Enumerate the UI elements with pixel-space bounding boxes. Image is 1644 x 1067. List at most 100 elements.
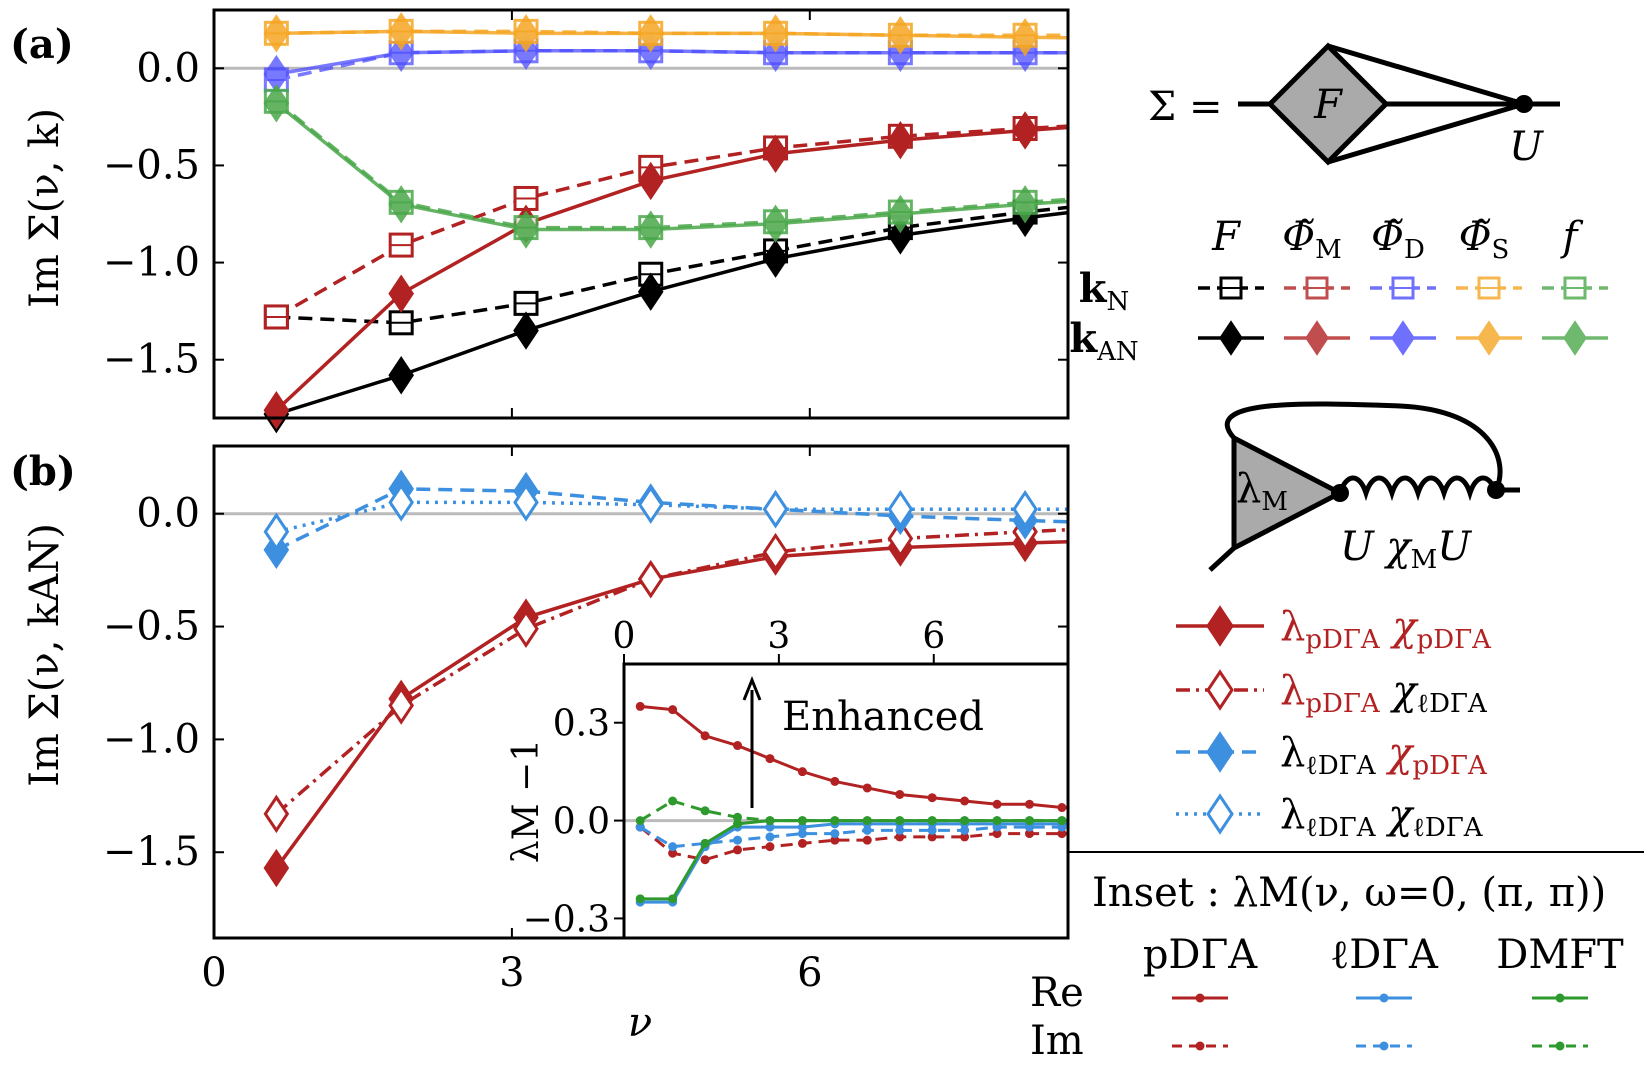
inset-xtick-label: 3	[767, 616, 790, 657]
point-1-2	[513, 609, 539, 649]
point-3-5	[887, 120, 914, 160]
inset-point-5-6	[830, 816, 840, 826]
panel-a-plot: 0.0 −0.5 −1.0 −1.5	[103, 8, 1070, 434]
legend-a-entry-1-3	[1456, 320, 1522, 356]
inset-point-4-0	[635, 894, 645, 904]
series-line-1	[275, 527, 1069, 816]
inset-point-3-9	[927, 825, 937, 835]
inset-point-0-5	[797, 767, 807, 777]
axes-frame	[212, 8, 1070, 420]
inset-legend-dot-1-2	[1555, 1041, 1565, 1051]
lambda-vertex-label: λM	[1236, 466, 1288, 517]
inset-point-1-4	[765, 842, 775, 852]
point-7-5	[887, 16, 914, 55]
legend-a-col-0: F	[1211, 214, 1241, 260]
point-3-3	[637, 161, 664, 201]
panel-label-b: (b)	[10, 448, 76, 495]
legend-a-col-1: Φ̃M	[1282, 214, 1341, 265]
inset-point-0-7	[862, 783, 872, 793]
legend-a-entry-0-4	[1542, 276, 1608, 300]
legend-a-entry-1-4	[1542, 320, 1608, 356]
legend-b-marker-3	[1206, 793, 1234, 835]
inset-legend-dot-0-0	[1195, 993, 1205, 1003]
point-3-6	[1012, 111, 1038, 150]
series-1	[263, 512, 1069, 834]
legend-a-entry-1-1	[1284, 320, 1350, 356]
ytick-label: 0.0	[136, 491, 200, 537]
point-3-4	[762, 134, 789, 173]
point-7-6	[1012, 17, 1038, 57]
series-line-9	[275, 101, 1069, 232]
inset-point-3-13	[1057, 822, 1067, 832]
inset-point-1-1	[668, 848, 678, 858]
inset-point-5-13	[1057, 816, 1067, 826]
inset-point-5-10	[960, 816, 970, 826]
inset-ytick-label: 0.3	[553, 704, 610, 745]
inset-legend: Inset : λM(ν, ω=0, (π, π)) pDΓA ℓDΓA DMFT Re…	[1030, 870, 1624, 1064]
ylabel-b: Im Σ(ν, kAN)	[22, 523, 68, 787]
point-1-4	[762, 532, 789, 572]
inset-ytick-label: 0.0	[553, 802, 610, 843]
inset-legend-row-0: Re	[1030, 970, 1084, 1016]
point-9-6	[1012, 185, 1038, 224]
point-0-0	[263, 848, 290, 888]
series-line-7	[276, 29, 1069, 40]
legend-a-col-3: Φ̃S	[1459, 214, 1510, 265]
point-7-4	[762, 14, 789, 53]
series-line-2	[275, 487, 1069, 552]
legend-a-marker	[1563, 320, 1587, 356]
inset-xtick-label: 6	[922, 616, 945, 657]
ytick-label: −1.0	[103, 716, 200, 762]
inset-ytick-label: −0.3	[523, 899, 610, 940]
point-7-3	[637, 14, 664, 53]
point-9-1	[388, 185, 414, 224]
inset-point-0-11	[992, 799, 1002, 809]
inset-point-0-6	[830, 776, 840, 786]
ytick-label: 0.0	[136, 45, 200, 91]
point-3-3	[637, 485, 664, 524]
inset-point-3-10	[960, 825, 970, 835]
inset-point-2-5	[797, 822, 807, 832]
inset-point-0-4	[765, 754, 775, 764]
enhanced-arrow-head	[742, 675, 762, 701]
inset-legend-title: Inset : λM(ν, ω=0, (π, π))	[1092, 870, 1606, 916]
inset-point-0-3	[733, 741, 743, 751]
inset-legend-col-1: ℓDΓA	[1330, 932, 1439, 978]
inset-point-3-11	[992, 822, 1002, 832]
inset-point-5-0	[635, 816, 645, 826]
inset-point-4-1	[668, 894, 678, 904]
series-3	[263, 111, 1069, 430]
inset-plot: 0.3 0.0 −0.3 0 3 6 λM −1 Enhanced	[506, 616, 1070, 940]
series-line-0	[274, 539, 1069, 870]
inset-point-2-4	[765, 822, 775, 832]
ylabel-a: Im Σ(ν, k)	[22, 108, 68, 308]
ytick-label: −0.5	[103, 604, 200, 650]
inset-point-0-13	[1057, 803, 1067, 813]
inset-point-0-9	[927, 793, 937, 803]
inset-point-5-4	[765, 816, 775, 826]
legend-a-marker	[1391, 320, 1415, 356]
point-9-4	[762, 204, 789, 243]
inset-point-5-9	[927, 816, 937, 826]
lambda-bottom-label: U χMU	[1340, 524, 1472, 575]
xtick-label: 3	[499, 950, 524, 996]
xtick-label: 0	[201, 950, 226, 996]
legend-b-label-2: λℓDΓA χpDΓA	[1280, 730, 1488, 781]
inset-legend-row-1: Im	[1030, 1018, 1084, 1064]
ytick-label: −1.5	[103, 337, 200, 383]
inset-point-3-5	[797, 829, 807, 839]
sigma-vertex-label: F	[1313, 82, 1343, 128]
series-3	[263, 483, 1068, 551]
inset-point-1-9	[927, 832, 937, 842]
legend-a-entry-1-2	[1370, 320, 1436, 356]
xlabel-b: ν	[628, 1000, 652, 1046]
point-7-2	[513, 14, 539, 53]
legend-b: λpDΓA χpDΓA λpDΓA χℓDΓA λℓDΓA χpDΓA λℓDΓA χ…	[1176, 604, 1492, 843]
series-line-3	[275, 500, 1068, 534]
point-1-3	[637, 559, 664, 599]
point-1-3	[637, 272, 664, 311]
legend-a-entry-0-1	[1284, 276, 1350, 300]
point-3-5	[887, 489, 914, 529]
series-0	[263, 199, 1069, 336]
